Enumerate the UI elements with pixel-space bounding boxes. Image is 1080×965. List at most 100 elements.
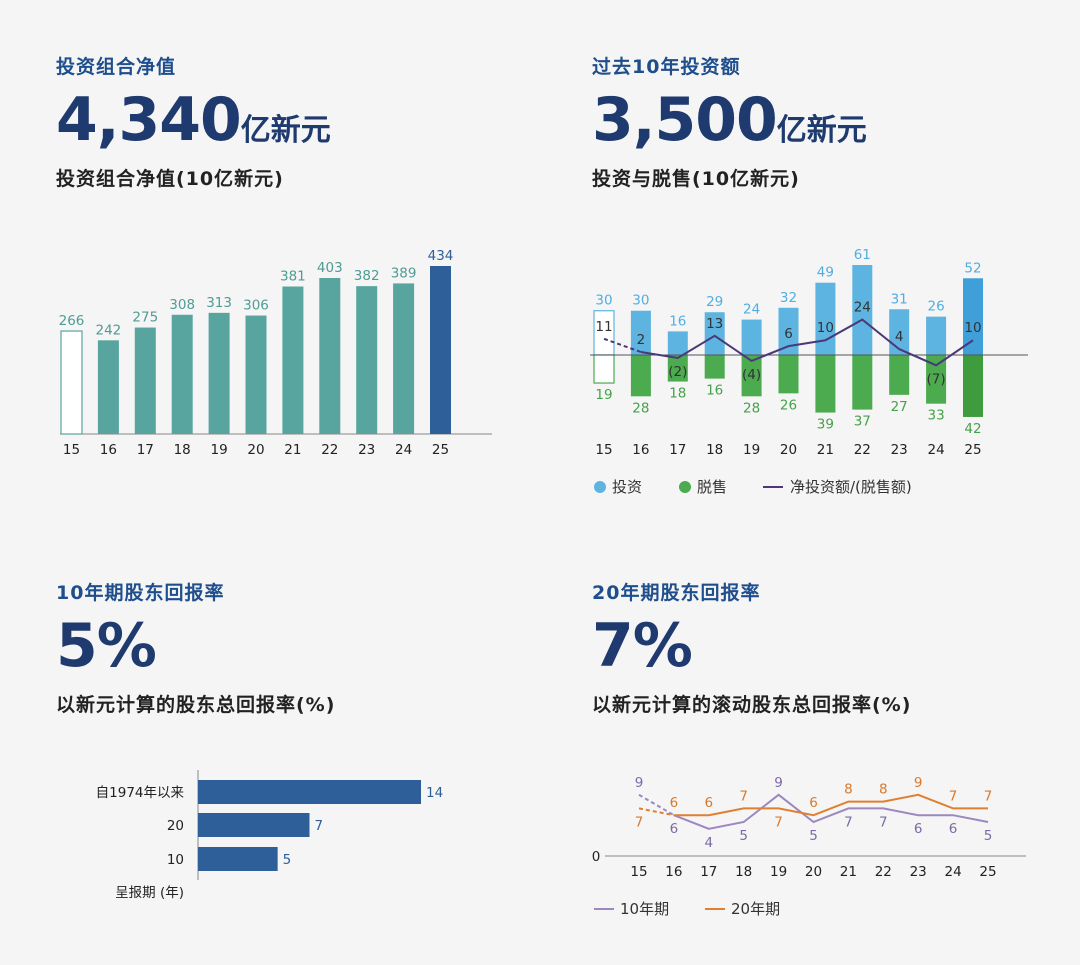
bar-value-label: 403 xyxy=(317,260,343,276)
x-tick-label: 25 xyxy=(964,442,981,458)
divestment-bar xyxy=(704,355,725,379)
x-tick-label: 19 xyxy=(743,442,760,458)
x-tick-label: 24 xyxy=(928,442,945,458)
x-tick-label: 23 xyxy=(358,442,375,458)
x-tick-label: 18 xyxy=(735,864,752,880)
y-tick-label: 10 xyxy=(167,852,184,868)
divestment-value-label: 33 xyxy=(928,408,945,424)
series-value-label: 6 xyxy=(949,821,958,837)
x-tick-label: 18 xyxy=(706,442,723,458)
series-value-label: 5 xyxy=(984,828,993,844)
divestment-bar xyxy=(630,355,651,397)
x-tick-label: 16 xyxy=(632,442,649,458)
divestment-value-label: 28 xyxy=(632,400,649,416)
bar-value-label: 313 xyxy=(206,295,232,311)
x-tick-label: 20 xyxy=(780,442,797,458)
series-value-label: 9 xyxy=(914,775,923,791)
series-value-label: 7 xyxy=(879,814,888,830)
x-tick-label: 20 xyxy=(805,864,822,880)
series-value-label: 6 xyxy=(705,795,714,811)
divestment-value-label: 26 xyxy=(780,397,797,413)
y-axis-label: 呈报期 (年) xyxy=(115,885,184,901)
investment-kpi: 3,500亿新元 xyxy=(592,86,867,154)
series-value-label: 7 xyxy=(949,788,958,804)
legend-20yr-label: 20年期 xyxy=(731,900,780,918)
x-tick-label: 22 xyxy=(321,442,338,458)
divestment-value-label: 19 xyxy=(595,387,612,403)
investment-bar xyxy=(852,265,873,355)
portfolio-kpi: 4,340亿新元 xyxy=(56,86,331,154)
investment-value-label: 26 xyxy=(928,299,945,315)
investment-value-label: 52 xyxy=(964,260,981,276)
bar xyxy=(97,340,119,434)
legend-10yr-label: 10年期 xyxy=(620,900,669,918)
tsr10-chart-title: 以新元计算的股东总回报率(%) xyxy=(56,694,336,716)
investment-bar xyxy=(630,310,651,355)
x-tick-label: 21 xyxy=(817,442,834,458)
divestment-bar xyxy=(778,355,799,394)
net-value-label: (4) xyxy=(742,367,761,383)
investment-value-label: 30 xyxy=(632,293,649,309)
divestment-value-label: 39 xyxy=(817,417,834,433)
x-tick-label: 20 xyxy=(247,442,264,458)
series-value-label: 9 xyxy=(635,775,644,791)
divestment-bar xyxy=(926,355,947,404)
bar xyxy=(208,312,230,434)
bar xyxy=(282,286,304,434)
portfolio-label: 投资组合净值 xyxy=(56,56,177,78)
investment-bar xyxy=(778,307,799,355)
investment-panel: 过去10年投资额 3,500亿新元 投资与脱售(10亿新元) xyxy=(592,52,867,191)
x-tick-label: 17 xyxy=(700,864,717,880)
x-tick-label: 25 xyxy=(432,442,449,458)
series-value-label: 5 xyxy=(809,828,818,844)
tsr10-value: 5% xyxy=(56,611,157,681)
bar xyxy=(171,314,193,434)
divestment-bar xyxy=(963,355,983,417)
series-value-label: 8 xyxy=(844,782,853,798)
x-tick-label: 21 xyxy=(284,442,301,458)
x-tick-label: 16 xyxy=(665,864,682,880)
bar-value-label: 7 xyxy=(315,818,324,834)
y-tick-label: 自1974年以来 xyxy=(96,785,185,801)
investment-value-label: 49 xyxy=(817,265,834,281)
investment-bar xyxy=(889,309,910,355)
y-zero-label: 0 xyxy=(592,849,601,865)
series-line xyxy=(673,793,988,817)
bar xyxy=(430,266,451,434)
series-value-label: 7 xyxy=(984,788,993,804)
investment-value-label: 31 xyxy=(891,291,908,307)
x-tick-label: 15 xyxy=(630,864,647,880)
divestment-bar xyxy=(667,355,688,382)
x-tick-label: 15 xyxy=(595,442,612,458)
bar-value-label: 382 xyxy=(354,268,380,284)
legend-investment-label: 投资 xyxy=(612,478,642,496)
investment-bar xyxy=(815,282,836,355)
x-tick-label: 19 xyxy=(770,864,787,880)
bar-value-label: 434 xyxy=(428,248,454,264)
investment-value-label: 30 xyxy=(595,293,612,309)
x-tick-label: 24 xyxy=(395,442,412,458)
bar-value-label: 308 xyxy=(169,297,195,313)
divestment-bar xyxy=(815,355,836,413)
tsr20-value: 7% xyxy=(592,611,693,681)
x-tick-label: 19 xyxy=(211,442,228,458)
bar xyxy=(60,330,83,435)
portfolio-chart-title: 投资组合净值(10亿新元) xyxy=(56,168,284,190)
divestment-bar xyxy=(852,355,873,410)
series-value-label: 4 xyxy=(705,835,714,851)
series-value-label: 9 xyxy=(774,775,783,791)
x-tick-label: 24 xyxy=(945,864,962,880)
x-tick-label: 17 xyxy=(669,442,686,458)
investment-chart-title: 投资与脱售(10亿新元) xyxy=(592,168,800,190)
bar-value-label: 242 xyxy=(96,322,122,338)
series-value-label: 7 xyxy=(739,788,748,804)
x-tick-label: 15 xyxy=(63,442,80,458)
tsr20-chart-title: 以新元计算的滚动股东总回报率(%) xyxy=(592,694,912,716)
divestment-value-label: 42 xyxy=(964,421,981,437)
investment-value-label: 24 xyxy=(743,302,760,318)
x-tick-label: 22 xyxy=(875,864,892,880)
tsr10-kpi: 5% xyxy=(56,612,335,680)
tsr10-label: 10年期股东回报率 xyxy=(56,582,225,604)
investment-value-label: 29 xyxy=(706,294,723,310)
x-tick-label: 25 xyxy=(979,864,996,880)
